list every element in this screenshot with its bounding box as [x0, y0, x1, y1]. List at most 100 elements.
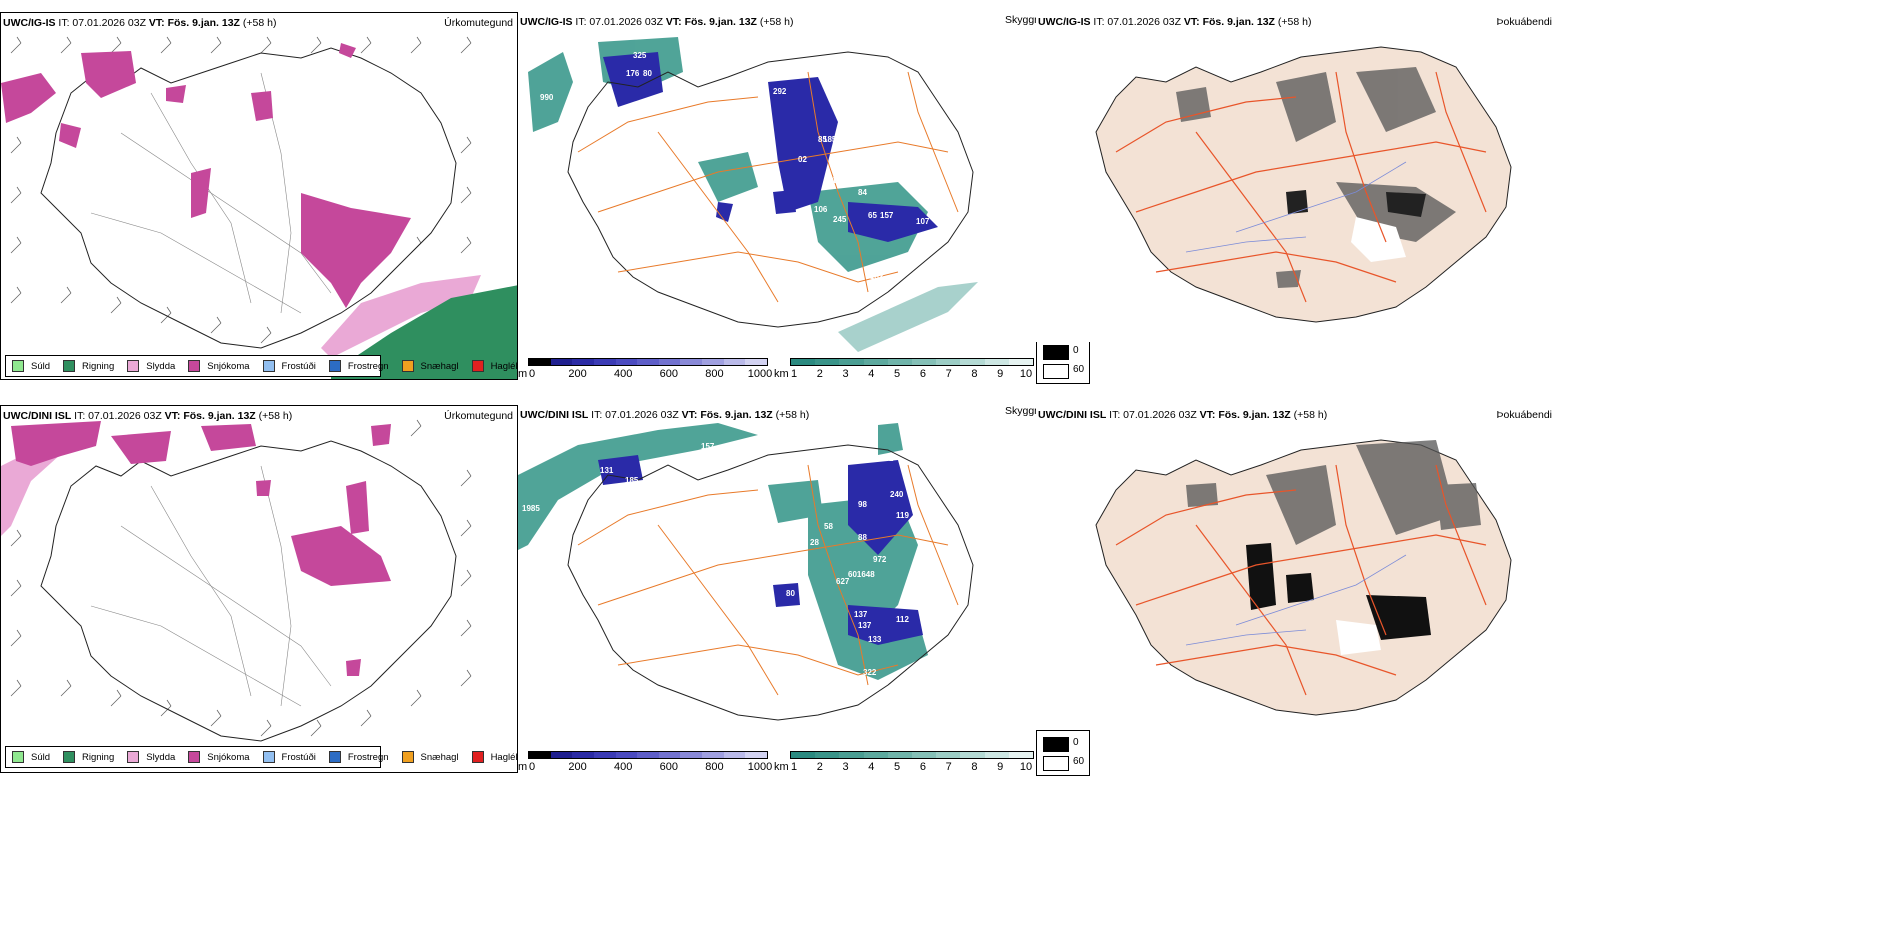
- legend-label: Frostúði: [281, 751, 316, 763]
- colorbar-cell: [745, 752, 768, 758]
- fog-legend-swatch: [1043, 364, 1069, 379]
- cloud-value: 22: [590, 125, 599, 134]
- cloud-value: 84: [858, 188, 867, 197]
- bottom-fog-map: [1095, 439, 1512, 716]
- cloud-value: 185: [625, 476, 639, 485]
- legend-swatch: [12, 360, 24, 372]
- colorbar-cell: [863, 359, 888, 365]
- colorbar-cell: [550, 359, 573, 365]
- cloud-value: 137: [858, 621, 872, 630]
- colorbar-cell: [863, 752, 888, 758]
- iceland-outline: [567, 51, 974, 328]
- colorbar-tick-label: 800: [705, 368, 724, 380]
- cloud-value: 153: [840, 165, 854, 174]
- top-visibility-panel: UWC/IG-IS IT: 07.01.2026 03Z VT: Fös. 9.…: [1036, 12, 1556, 342]
- colorbar-cell: [984, 359, 1009, 365]
- colorbar-tick-label: 400: [614, 368, 633, 380]
- precip-type-legend: Súld Rigning Slydda Snjókoma Frostúði Frostre…: [5, 355, 517, 377]
- colorbar-cell: [658, 752, 681, 758]
- legend-label: Snjókoma: [207, 751, 250, 763]
- legend-item: Slydda: [127, 360, 175, 372]
- cloud-value: 176: [626, 69, 640, 78]
- cloud-value: 157: [880, 211, 894, 220]
- cloud-value: 112: [896, 615, 909, 624]
- colorbar-cell: [529, 359, 551, 365]
- colorbar-tick-label: 1: [790, 368, 798, 380]
- colorbar-tick-label: 200: [568, 761, 587, 773]
- legend-label: Frostregn: [347, 360, 389, 372]
- legend-item: Snjókoma: [188, 751, 250, 763]
- colorbar-cell: [723, 359, 746, 365]
- cloud-value: 80: [643, 69, 652, 78]
- fog-legend-swatch: [1043, 345, 1069, 360]
- cloud-value: 245: [833, 215, 847, 224]
- legend-item: Frostregn: [328, 751, 389, 763]
- cloud-value: 28: [810, 538, 819, 547]
- colorbar-cell: [839, 752, 864, 758]
- top-cloud-map: 990 325 176 80 292 18 160 185 153 164 10…: [528, 37, 978, 352]
- cloud-value: 105: [733, 197, 747, 206]
- colorbar-cell: [572, 359, 594, 365]
- cloud-value: 601648: [848, 570, 875, 579]
- colorbar-cell: [593, 752, 616, 758]
- colorbar-cell: [960, 752, 985, 758]
- cloud-value: 18: [852, 107, 861, 116]
- colorbar-tick-label: 4: [868, 761, 875, 773]
- colorbar-tick-label: 5: [894, 368, 901, 380]
- legend-swatch: [262, 360, 275, 372]
- legend-swatch: [471, 751, 484, 763]
- legend-item: Haglél: [471, 751, 518, 763]
- cloud-value: 65: [868, 211, 877, 220]
- top-cloud-panel: 990 325 176 80 292 18 160 185 153 164 10…: [518, 12, 1038, 380]
- legend-swatch: [471, 360, 484, 372]
- legend-item: Súld: [12, 751, 50, 763]
- bottom-precip-map: [1, 419, 472, 742]
- legend-label: Slydda: [146, 360, 176, 372]
- legend-label: Súld: [31, 751, 51, 763]
- fog-legend: 0 60: [1036, 338, 1090, 384]
- panel-variable: Þokuábendi: [1496, 409, 1552, 421]
- fog-legend-swatch: [1043, 756, 1069, 771]
- legend-swatch: [63, 751, 76, 763]
- fog-legend-swatch: [1043, 737, 1069, 752]
- colorbar-cell: [1008, 752, 1034, 758]
- cloud-value: 80: [786, 589, 795, 598]
- colorbar-tick-label: 6: [919, 761, 926, 773]
- panel-title: UWC/IG-IS IT: 07.01.2026 03Z VT: Fös. 9.…: [520, 16, 794, 28]
- precip-type-legend: Súld Rigning Slydda Snjókoma Frostúði Frostre…: [5, 746, 517, 768]
- fog-legend-label: 60: [1073, 364, 1085, 375]
- colorbar-tick-label: 9: [997, 761, 1004, 773]
- colorbar-tick-label: 0: [528, 368, 536, 380]
- bottom-visibility-panel: UWC/DINI ISL IT: 07.01.2026 03Z VT: Fös.…: [1036, 405, 1556, 730]
- legend-swatch: [401, 751, 414, 763]
- top-precip-map: [1, 36, 517, 379]
- colorbar-cell: [960, 359, 985, 365]
- panel-variable: Þokuábendi: [1496, 16, 1552, 28]
- legend-label: Haglél: [490, 751, 518, 763]
- panel-title: UWC/DINI ISL IT: 07.01.2026 03Z VT: Fös.…: [3, 410, 293, 422]
- cloud-value: 138: [728, 458, 742, 467]
- cloud-value: 58: [824, 522, 833, 531]
- legend-swatch: [328, 360, 341, 372]
- colorbar-cell: [815, 752, 840, 758]
- height-colorbar: m 0 200 400 600 800 1000: [518, 358, 772, 380]
- cloud-value: 160: [883, 91, 897, 100]
- iceland-outline: [567, 444, 974, 721]
- colorbar-tick-label: 800: [705, 761, 724, 773]
- colorbar-cell: [815, 359, 840, 365]
- cloud-value: 137: [854, 610, 868, 619]
- bottom-cloud-map: 1985 157 131 185 138 861 240 119 98 58 8…: [518, 423, 974, 721]
- cloud-value: 88: [858, 533, 867, 542]
- legend-label: Frostregn: [347, 751, 389, 763]
- fog-legend-label: 0: [1073, 345, 1079, 356]
- panel-title: UWC/DINI ISL IT: 07.01.2026 03Z VT: Fös.…: [520, 409, 810, 421]
- cloud-value: 627: [836, 577, 850, 586]
- cloud-value: 119: [896, 511, 909, 520]
- km-colorbar: km 1 2 3 4 5 6 7 8 9 10: [774, 751, 1036, 773]
- iceland-outline: [40, 47, 457, 349]
- colorbar-cell: [572, 752, 594, 758]
- colorbar-tick-label: 1000: [747, 368, 773, 380]
- legend-item: Snæhagl: [401, 751, 459, 763]
- iceland-outline: [40, 440, 457, 742]
- cloud-value: 157: [701, 442, 715, 451]
